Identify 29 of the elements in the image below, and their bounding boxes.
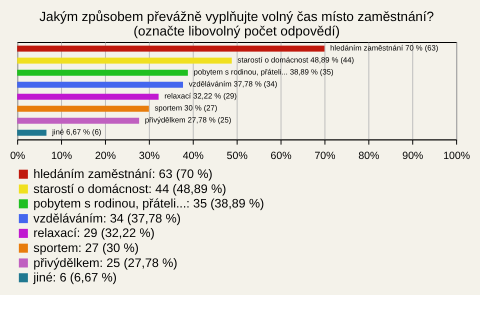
x-tick-label: 10% xyxy=(51,150,72,162)
chart-title: Jakým způsobem převážně vyplňujte volný čas místo zaměstnání? xyxy=(39,9,434,24)
legend-label: starostí o domácnost: 44 (48,89 %) xyxy=(33,182,226,196)
legend-label: přivýdělkem: 25 (27,78 %) xyxy=(33,256,178,270)
data-label: přivýdělkem 27,78 % (25) xyxy=(144,116,232,125)
x-tick-label: 50% xyxy=(226,150,248,162)
x-tick-label: 40% xyxy=(182,150,204,162)
x-tick-label: 80% xyxy=(358,150,380,162)
data-label: starostí o domácnost 48,89 % (44) xyxy=(238,56,355,65)
x-tick-label: 30% xyxy=(138,150,160,162)
legend-label: vzděláváním: 34 (37,78 %) xyxy=(33,211,181,226)
x-tick-label: 90% xyxy=(402,150,424,162)
data-label: sportem 30 % (27) xyxy=(154,104,218,113)
x-tick-label: 60% xyxy=(270,150,292,162)
data-label: hledáním zaměstnání 70 % (63) xyxy=(330,44,439,53)
x-tick-label: 70% xyxy=(314,150,336,162)
x-tick-label: 20% xyxy=(94,150,116,162)
data-label: jiné 6,67 % (6) xyxy=(51,128,102,137)
legend-label: sportem: 27 (30 %) xyxy=(33,240,139,255)
x-tick-label: 100% xyxy=(443,150,470,162)
data-label: relaxací 32,22 % (29) xyxy=(164,92,238,101)
x-tick-label: 0% xyxy=(10,150,26,162)
legend-label: relaxací: 29 (32,22 %) xyxy=(33,226,155,240)
chart-subtitle: (označte libovolný počet odpovědí) xyxy=(134,23,340,38)
legend-label: hledáním zaměstnání: 63 (70 %) xyxy=(33,167,212,182)
legend-label: jiné: 6 (6,67 %) xyxy=(32,270,117,285)
data-label: vzděláváním 37,78 % (34) xyxy=(188,80,278,89)
legend-label: pobytem s rodinou, přáteli...: 35 (38,89 %) xyxy=(33,196,264,211)
data-label: pobytem s rodinou, přáteli... 38,89 % (35) xyxy=(194,68,334,77)
